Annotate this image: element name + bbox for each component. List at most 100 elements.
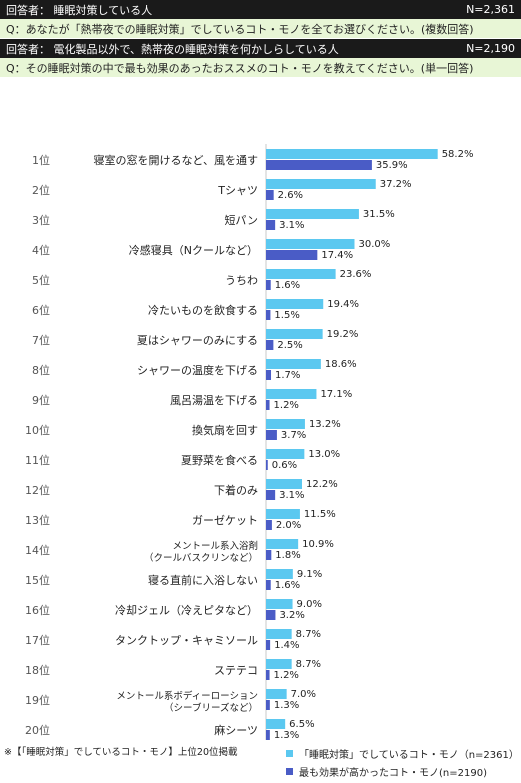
bar-best [266, 670, 270, 680]
category-label: 寝室の窓を開けるなど、風を通す [94, 153, 258, 167]
value-label-best: 1.3% [274, 730, 299, 740]
category-label: 麻シーツ [214, 723, 258, 737]
category-label: 冷たいものを飲食する [148, 303, 258, 317]
value-label-best: 1.6% [275, 580, 300, 591]
value-label-best: 3.1% [279, 220, 304, 231]
value-label-best: 1.4% [274, 640, 299, 651]
bar-best [266, 310, 271, 320]
bar-all [266, 239, 355, 249]
bar-best [266, 370, 272, 380]
value-label-best: 2.5% [277, 340, 302, 351]
bar-best [266, 490, 276, 500]
rank-label: 17位 [25, 633, 50, 647]
value-label-best: 1.3% [274, 700, 299, 711]
footnote: ※【「睡眠対策」でしているコト・モノ】上位20位掲載 [4, 747, 238, 758]
rank-label: 5位 [32, 273, 50, 287]
rank-label: 19位 [25, 693, 50, 707]
bar-best [266, 610, 276, 620]
category-label: 下着のみ [214, 483, 258, 497]
category-label: 風呂湯温を下げる [170, 394, 258, 407]
bar-best [266, 160, 372, 170]
rank-label: 11位 [25, 453, 50, 467]
category-label: 寝る直前に入浴しない [148, 573, 258, 587]
value-label-best: 1.7% [275, 370, 300, 381]
rank-label: 14位 [25, 543, 50, 557]
rank-label: 6位 [32, 303, 50, 317]
rank-label: 12位 [25, 483, 50, 497]
rank-label: 15位 [25, 573, 50, 587]
rank-label: 9位 [32, 393, 50, 407]
value-label-best: 3.2% [279, 610, 304, 621]
value-label-best: 1.5% [274, 310, 299, 321]
legend-label-all: 「睡眠対策」でしているコト・モノ（n=2361） [299, 749, 519, 761]
rank-label: 1位 [32, 153, 50, 167]
bar-best [266, 220, 276, 230]
category-label: タンクトップ・キャミソール [115, 634, 258, 647]
bar-all [266, 479, 302, 489]
value-label-all: 37.2% [380, 179, 412, 190]
category-label: 夏はシャワーのみにする [137, 334, 258, 347]
value-label-best: 17.4% [321, 250, 353, 261]
category-label: 冷却ジェル（冷えピタなど） [115, 604, 258, 617]
bar-all [266, 329, 323, 339]
category-label: メントール系ボディーローション [116, 690, 258, 702]
category-label: メントール系入浴剤 [172, 540, 258, 552]
legend-swatch-all [286, 749, 293, 757]
bar-all [266, 569, 293, 579]
bar-best [266, 460, 268, 470]
bar-all [266, 509, 300, 519]
bar-all [266, 629, 292, 639]
legend-item-all: 「睡眠対策」でしているコト・モノ（n=2361） [286, 744, 519, 762]
category-label: 冷感寝具（Nクールなど） [129, 243, 258, 257]
question-1: Q：あなたが「熱帯夜での睡眠対策」でしているコト・モノを全てお選びください。(複… [0, 19, 521, 38]
respondent-n-1: N=2,361 [466, 3, 515, 16]
category-label: 短パン [224, 213, 258, 227]
legend: 「睡眠対策」でしているコト・モノ（n=2361） 最も効果が高かったコト・モノ(… [286, 744, 519, 780]
bar-best [266, 280, 271, 290]
value-label-best: 1.6% [275, 280, 300, 291]
value-label-all: 13.0% [308, 449, 340, 460]
bar-chart: 1位 寝室の窓を開けるなど、風を通す 58.2% 35.9% 2位 Tシャツ 37.2% 2.… [25, 144, 473, 740]
value-label-all: 11.5% [304, 509, 336, 520]
bar-best [266, 250, 318, 260]
value-label-all: 30.0% [359, 239, 391, 250]
bar-all [266, 269, 336, 279]
category-label: ステテコ [214, 664, 258, 677]
category-label-line2: （シーブリーズなど） [164, 702, 258, 714]
value-label-all: 13.2% [309, 419, 341, 430]
legend-swatch-best [286, 767, 293, 775]
rank-label: 4位 [32, 243, 50, 257]
bar-all [266, 359, 321, 369]
value-label-all: 8.7% [296, 659, 321, 670]
bar-best [266, 430, 277, 440]
bar-all [266, 599, 293, 609]
value-label-all: 19.4% [327, 299, 359, 310]
question-text-1: Q：あなたが「熱帯夜での睡眠対策」でしているコト・モノを全てお選びください。(複… [6, 22, 474, 36]
value-label-best: 0.6% [272, 460, 297, 471]
value-label-best: 3.1% [279, 490, 304, 501]
category-label: シャワーの温度を下げる [137, 363, 258, 377]
bar-all [266, 689, 287, 699]
value-label-best: 3.7% [281, 430, 306, 441]
bar-best [266, 550, 272, 560]
bar-best [266, 520, 272, 530]
respondent-label-1: 回答者： 睡眠対策している人 [6, 3, 153, 17]
value-label-best: 1.2% [274, 670, 299, 681]
bar-all [266, 179, 376, 189]
bar-best [266, 580, 271, 590]
legend-label-best: 最も効果が高かったコト・モノ(n=2190) [299, 767, 487, 779]
rank-label: 16位 [25, 603, 50, 617]
bar-all [266, 449, 305, 459]
bar-all [266, 209, 359, 219]
rank-label: 3位 [32, 213, 50, 227]
question-text-2: Q：その睡眠対策の中で最も効果のあったおススメのコト・モノを教えてください。(単… [6, 61, 474, 75]
value-label-best: 2.0% [276, 520, 301, 531]
value-label-all: 9.0% [297, 599, 322, 610]
question-2: Q：その睡眠対策の中で最も効果のあったおススメのコト・モノを教えてください。(単… [0, 58, 521, 77]
category-label: ガーゼケット [192, 514, 258, 527]
bar-best [266, 340, 274, 350]
bar-best [266, 640, 271, 650]
respondent-header-1: 回答者： 睡眠対策している人 N=2,361 [0, 0, 521, 19]
bar-best [266, 400, 270, 410]
bar-all [266, 299, 324, 309]
